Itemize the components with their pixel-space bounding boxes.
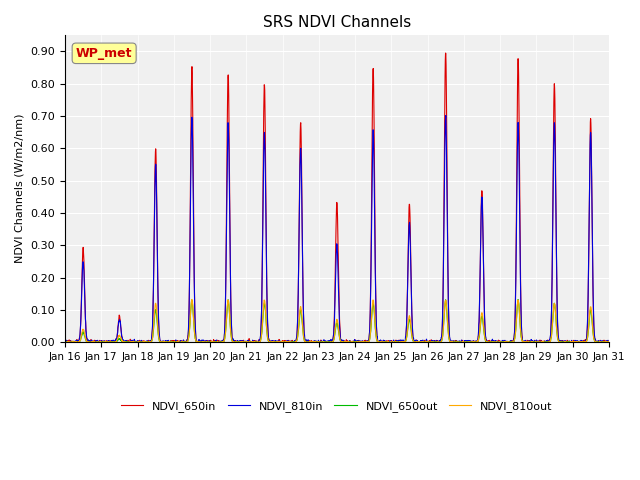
- Y-axis label: NDVI Channels (W/m2/nm): NDVI Channels (W/m2/nm): [15, 114, 25, 264]
- NDVI_810out: [213, 339, 221, 345]
- NDVI_650out: [557, 338, 564, 344]
- NDVI_810out: [572, 338, 580, 344]
- NDVI_810in: [605, 338, 612, 344]
- NDVI_810out: [188, 297, 196, 302]
- NDVI_650in: [61, 339, 69, 345]
- Title: SRS NDVI Channels: SRS NDVI Channels: [263, 15, 411, 30]
- NDVI_810out: [605, 338, 612, 344]
- NDVI_650out: [353, 339, 360, 345]
- Text: WP_met: WP_met: [76, 47, 132, 60]
- NDVI_650out: [364, 339, 372, 345]
- NDVI_810in: [557, 339, 565, 345]
- NDVI_810out: [353, 339, 360, 345]
- NDVI_650in: [442, 50, 449, 56]
- NDVI_810in: [495, 338, 503, 344]
- NDVI_650in: [212, 339, 220, 345]
- NDVI_650out: [61, 339, 69, 345]
- NDVI_650in: [353, 339, 360, 345]
- NDVI_650out: [495, 339, 502, 345]
- Line: NDVI_810in: NDVI_810in: [65, 116, 609, 342]
- NDVI_810in: [365, 337, 372, 343]
- NDVI_810out: [365, 339, 372, 345]
- NDVI_810in: [213, 339, 221, 345]
- NDVI_810in: [61, 339, 69, 345]
- NDVI_810in: [572, 339, 580, 345]
- Line: NDVI_650out: NDVI_650out: [65, 300, 609, 342]
- NDVI_650in: [495, 339, 503, 345]
- NDVI_650in: [364, 339, 372, 345]
- NDVI_650in: [605, 339, 612, 345]
- NDVI_650in: [572, 338, 580, 344]
- NDVI_650out: [515, 297, 522, 302]
- NDVI_810in: [353, 339, 360, 345]
- NDVI_810in: [442, 113, 450, 119]
- Line: NDVI_650in: NDVI_650in: [65, 53, 609, 342]
- NDVI_810out: [495, 339, 503, 345]
- NDVI_810out: [61, 339, 69, 345]
- Legend: NDVI_650in, NDVI_810in, NDVI_650out, NDVI_810out: NDVI_650in, NDVI_810in, NDVI_650out, NDV…: [116, 397, 557, 417]
- NDVI_810out: [557, 339, 564, 345]
- NDVI_650out: [572, 339, 580, 345]
- NDVI_810in: [61, 339, 69, 345]
- NDVI_650in: [557, 338, 564, 344]
- Line: NDVI_810out: NDVI_810out: [65, 300, 609, 342]
- NDVI_650out: [212, 339, 220, 345]
- NDVI_650out: [605, 339, 612, 345]
